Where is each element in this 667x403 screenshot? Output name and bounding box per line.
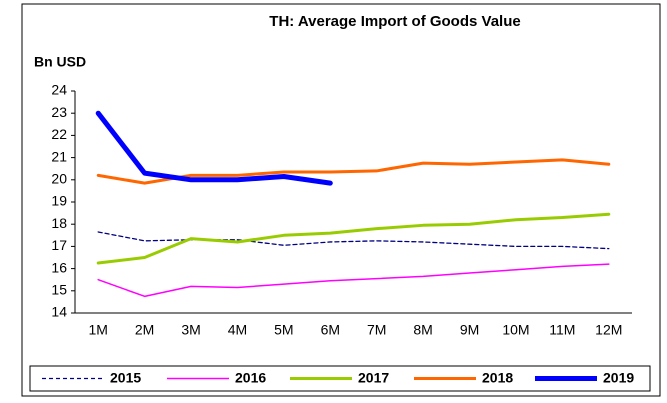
y-axis-label: Bn USD [34,54,86,70]
x-tick-label: 2M [135,322,154,338]
x-tick-label: 9M [460,322,479,338]
x-tick-label: 5M [274,322,293,338]
x-tick-label: 11M [549,322,575,338]
legend-label: 2019 [603,370,634,386]
x-tick-label: 3M [181,322,200,338]
x-tick-label: 8M [413,322,432,338]
y-tick-label: 15 [51,282,67,298]
y-tick-label: 14 [51,304,67,320]
y-tick-label: 19 [51,193,67,209]
x-tick-label: 7M [367,322,386,338]
series-line [97,263,610,298]
y-tick-label: 16 [51,259,67,275]
legend-label: 2015 [110,370,141,386]
y-tick-label: 24 [51,82,67,98]
x-tick-label: 12M [595,322,622,338]
y-tick-label: 22 [51,126,67,142]
series-line [97,231,610,250]
x-tick-label: 6M [321,322,340,338]
legend-label: 2016 [235,370,266,386]
y-tick-label: 21 [51,148,67,164]
y-tick-label: 17 [51,237,67,253]
chart-title: TH: Average Import of Goods Value [269,13,520,30]
legend-label: 2018 [482,370,513,386]
series-line [96,212,611,265]
x-tick-label: 4M [228,322,247,338]
series-line [95,110,333,186]
chart-frame [21,3,661,397]
y-tick-label: 20 [51,171,67,187]
y-tick-label: 23 [51,104,67,120]
x-tick-label: 10M [502,322,529,338]
y-tick-label: 18 [51,215,67,231]
x-tick-label: 1M [88,322,107,338]
legend-label: 2017 [358,370,389,386]
